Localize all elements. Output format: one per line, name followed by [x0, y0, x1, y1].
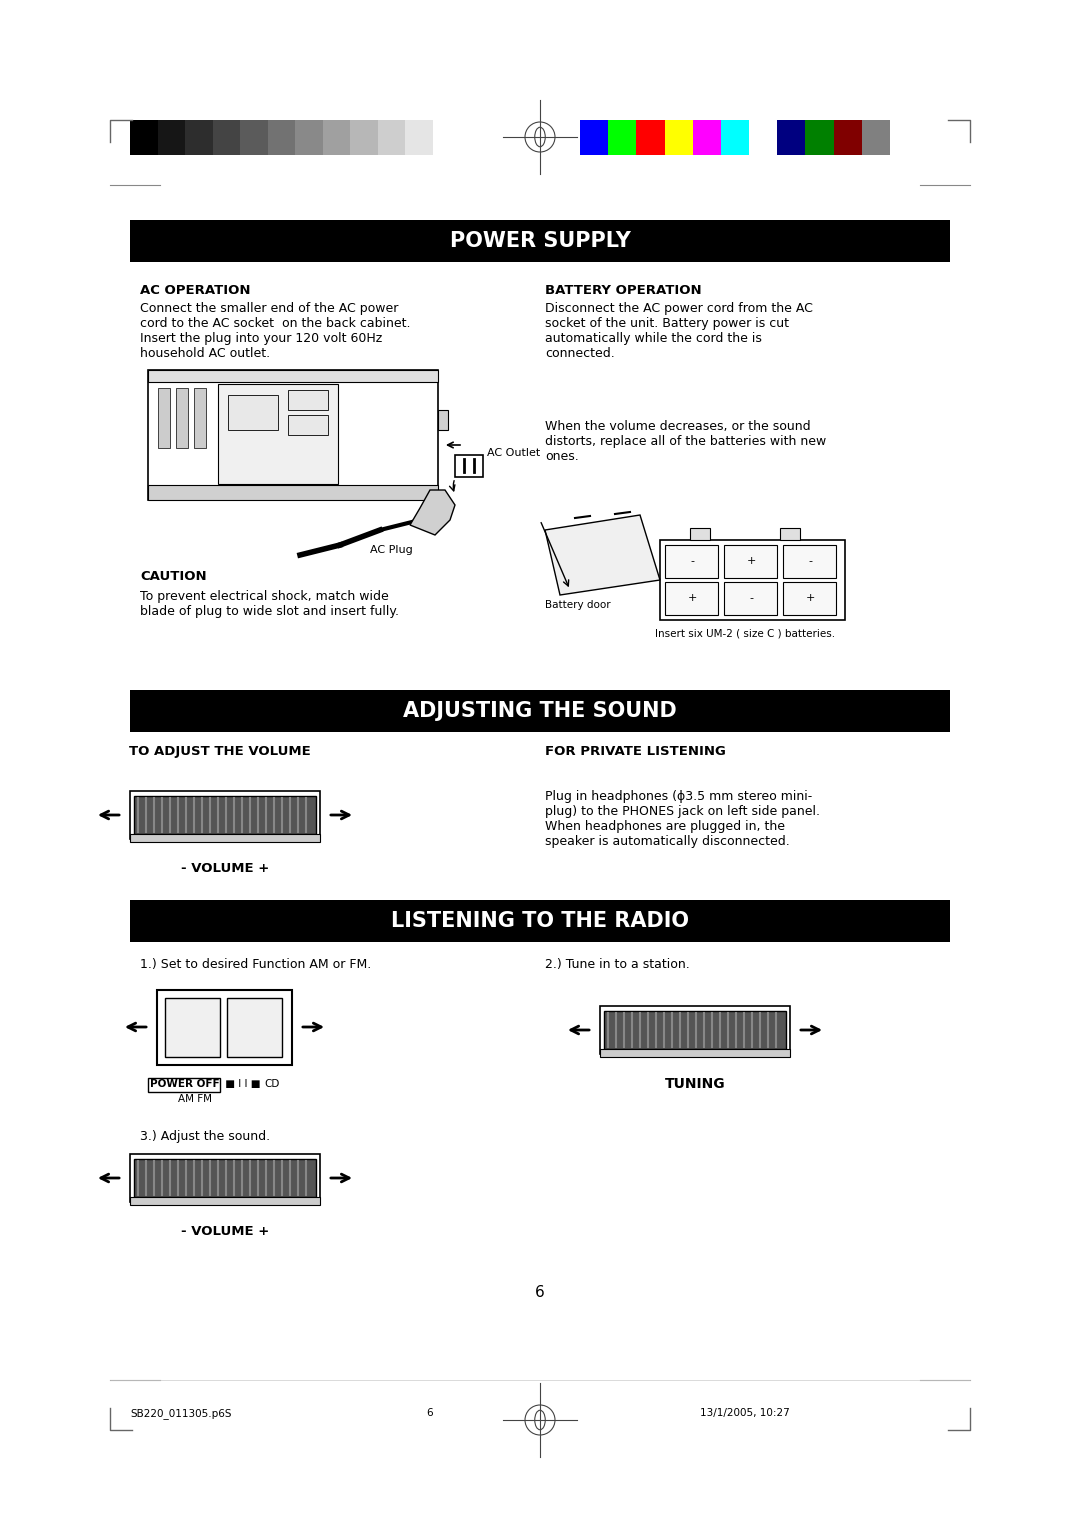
Text: 6: 6 — [535, 1285, 545, 1300]
Bar — [288, 416, 328, 435]
Text: 3.) Adjust the sound.: 3.) Adjust the sound. — [140, 1131, 270, 1143]
Text: Battery door: Battery door — [545, 601, 610, 610]
Bar — [405, 121, 432, 154]
Text: +: + — [687, 593, 697, 604]
Bar — [148, 370, 438, 382]
Bar — [660, 539, 845, 620]
Bar — [157, 990, 292, 1065]
Bar — [148, 1077, 220, 1093]
Text: FOR PRIVATE LISTENING: FOR PRIVATE LISTENING — [545, 746, 726, 758]
Bar — [130, 1154, 320, 1203]
Bar — [438, 410, 448, 429]
Text: AC Outlet: AC Outlet — [487, 448, 540, 458]
Bar — [228, 396, 278, 429]
Polygon shape — [545, 515, 660, 594]
Text: -: - — [690, 556, 694, 565]
Bar — [288, 390, 328, 410]
Text: TO ADJUST THE VOLUME: TO ADJUST THE VOLUME — [130, 746, 311, 758]
Bar — [130, 121, 158, 154]
Bar — [194, 388, 206, 448]
Polygon shape — [410, 490, 455, 535]
Bar — [455, 455, 483, 477]
Bar — [134, 796, 316, 834]
Bar — [665, 582, 718, 614]
Bar — [780, 529, 800, 539]
Bar — [692, 121, 721, 154]
Bar — [185, 121, 213, 154]
Text: 6: 6 — [427, 1407, 433, 1418]
Text: AM FM: AM FM — [178, 1094, 212, 1105]
Bar — [783, 582, 836, 614]
Bar — [600, 1005, 789, 1054]
Text: -: - — [808, 556, 812, 565]
Bar — [227, 998, 282, 1057]
Bar — [165, 998, 220, 1057]
Bar — [176, 388, 188, 448]
Bar — [148, 370, 438, 500]
Bar — [148, 484, 438, 500]
Text: BATTERY OPERATION: BATTERY OPERATION — [545, 284, 702, 296]
Text: +: + — [746, 556, 756, 565]
Bar — [665, 545, 718, 578]
Text: -: - — [750, 593, 753, 604]
Bar — [130, 834, 320, 842]
Text: POWER SUPPLY: POWER SUPPLY — [449, 231, 631, 251]
Bar — [604, 1012, 786, 1050]
Bar — [862, 121, 890, 154]
Text: 13/1/2005, 10:27: 13/1/2005, 10:27 — [700, 1407, 789, 1418]
Bar — [158, 388, 170, 448]
Bar — [690, 529, 710, 539]
Bar — [130, 691, 950, 732]
Text: SB220_011305.p6S: SB220_011305.p6S — [130, 1407, 231, 1420]
Bar — [806, 121, 834, 154]
Text: +: + — [806, 593, 814, 604]
Text: TUNING: TUNING — [664, 1077, 726, 1091]
Bar — [158, 121, 185, 154]
Text: Connect the smaller end of the AC power
cord to the AC socket  on the back cabin: Connect the smaller end of the AC power … — [140, 303, 410, 361]
Bar — [130, 792, 320, 839]
Bar — [213, 121, 240, 154]
Text: CD: CD — [264, 1079, 280, 1089]
Bar — [783, 545, 836, 578]
Bar — [432, 121, 460, 154]
Bar — [608, 121, 636, 154]
Text: ADJUSTING THE SOUND: ADJUSTING THE SOUND — [403, 701, 677, 721]
Bar — [778, 121, 806, 154]
Bar — [600, 1050, 789, 1057]
Text: CAUTION: CAUTION — [140, 570, 206, 584]
Bar — [130, 900, 950, 941]
Text: Disconnect the AC power cord from the AC
socket of the unit. Battery power is cu: Disconnect the AC power cord from the AC… — [545, 303, 813, 361]
Text: ■ I I ■: ■ I I ■ — [222, 1079, 260, 1089]
Bar — [636, 121, 664, 154]
Text: LISTENING TO THE RADIO: LISTENING TO THE RADIO — [391, 911, 689, 931]
Bar — [268, 121, 295, 154]
Bar — [721, 121, 750, 154]
Bar — [834, 121, 862, 154]
Text: 2.) Tune in to a station.: 2.) Tune in to a station. — [545, 958, 690, 970]
Bar — [350, 121, 378, 154]
Bar — [580, 121, 608, 154]
Text: Plug in headphones (ϕ3.5 mm stereo mini-
plug) to the PHONES jack on left side p: Plug in headphones (ϕ3.5 mm stereo mini-… — [545, 790, 820, 848]
Bar — [134, 1160, 316, 1196]
Text: AC OPERATION: AC OPERATION — [140, 284, 251, 296]
Bar — [378, 121, 405, 154]
Text: AC Plug: AC Plug — [370, 545, 413, 555]
Bar — [130, 1196, 320, 1206]
Text: Insert six UM-2 ( size C ) batteries.: Insert six UM-2 ( size C ) batteries. — [654, 628, 835, 639]
Text: POWER OFF: POWER OFF — [150, 1079, 219, 1089]
Bar — [218, 384, 338, 484]
Bar — [130, 220, 950, 261]
Bar — [323, 121, 350, 154]
Text: - VOLUME +: - VOLUME + — [180, 1225, 269, 1238]
Bar — [295, 121, 323, 154]
Text: To prevent electrical shock, match wide
blade of plug to wide slot and insert fu: To prevent electrical shock, match wide … — [140, 590, 399, 617]
Bar — [724, 545, 777, 578]
Bar — [664, 121, 692, 154]
Bar — [750, 121, 778, 154]
Bar — [240, 121, 268, 154]
Text: 1.) Set to desired Function AM or FM.: 1.) Set to desired Function AM or FM. — [140, 958, 372, 970]
Text: - VOLUME +: - VOLUME + — [180, 862, 269, 876]
Text: When the volume decreases, or the sound
distorts, replace all of the batteries w: When the volume decreases, or the sound … — [545, 420, 826, 463]
Bar — [724, 582, 777, 614]
